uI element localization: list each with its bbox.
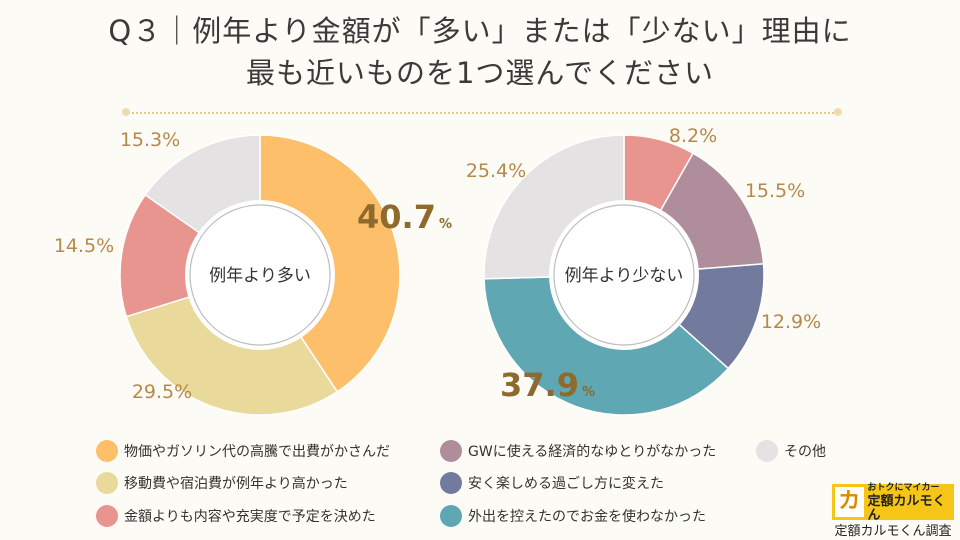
legend-label-travel: 移動費や宿泊費が例年より高かった (124, 476, 348, 492)
legend-swatch-gw (440, 440, 462, 462)
data-label-less-1: 15.5% (745, 180, 805, 202)
data-label-more-3: 15.3% (120, 129, 180, 151)
data-label-more-1: 29.5% (132, 381, 192, 403)
data-label-more-2: 14.5% (54, 235, 114, 257)
legend-swatch-outing (440, 505, 462, 527)
logo-tagline: おトクにマイカー (867, 483, 940, 493)
center-label-less: 例年より少ない (565, 266, 684, 286)
legend-swatch-activity (440, 472, 462, 494)
legend-item-outing: 外出を控えたのでお金を使わなかった (440, 505, 706, 527)
title-divider (128, 112, 838, 114)
legend-label-gas: 物価やガソリン代の高騰で出費がかさんだ (124, 444, 390, 460)
survey-credit: 定額カルモくん調査 (834, 524, 952, 539)
legend-label-gw: GWに使える経済的なゆとりがなかった (468, 444, 717, 460)
center-label-more: 例年より多い (209, 266, 311, 286)
chart-title: Q３｜例年より金額が「多い」または「少ない」理由に 最も近いものを1つ選んでくだ… (0, 10, 960, 94)
donut-hole-more (185, 200, 335, 350)
legend-label-outing: 外出を控えたのでお金を使わなかった (468, 509, 706, 525)
brand-logo: カ おトクにマイカー 定額カルモくん (832, 481, 954, 523)
title-line-2: 最も近いものを1つ選んでください (245, 56, 714, 90)
donut-charts: 40.7 % 29.5% 14.5% 15.3% 例年より多い 8.2% 15.5% 12.9%… (54, 125, 821, 416)
legend-item-gw: GWに使える経済的なゆとりがなかった (440, 440, 716, 462)
data-label-less-0: 8.2% (669, 125, 717, 147)
data-label-more-0: 40.7% (357, 198, 452, 236)
logo-mark: カ (835, 487, 864, 517)
data-label-less-4: 25.4% (466, 160, 526, 182)
title-line-1: Q３｜例年より金額が「多い」または「少ない」理由に (108, 14, 852, 48)
divider-dot-left (122, 108, 130, 116)
legend-label-other: その他 (784, 444, 826, 460)
data-label-less-2: 12.9% (761, 311, 821, 333)
legend-swatch-travel (96, 472, 118, 494)
legend-item-travel: 移動費や宿泊費が例年より高かった (96, 472, 348, 494)
donut-ring-more (189, 204, 331, 346)
donut-ring-less (553, 204, 695, 346)
logo-name: 定額カルモくん (867, 494, 946, 523)
logo-text: おトクにマイカー 定額カルモくん (868, 481, 954, 523)
legend-label-content: 金額よりも内容や充実度で予定を決めた (124, 509, 376, 525)
legend-item-other: その他 (756, 440, 826, 462)
donut-hole-less (549, 200, 699, 350)
slice-more-1 (125, 274, 339, 416)
divider-dot-right (834, 108, 842, 116)
legend-swatch-other (756, 440, 778, 462)
legend-swatch-content (96, 505, 118, 527)
legend-label-activity: 安く楽しめる過ごし方に変えた (468, 476, 664, 492)
legend-item-gas: 物価やガソリン代の高騰で出費がかさんだ (96, 440, 390, 462)
legend-swatch-gas (96, 440, 118, 462)
legend-item-content: 金額よりも内容や充実度で予定を決めた (96, 505, 376, 527)
legend-item-activity: 安く楽しめる過ごし方に変えた (440, 472, 664, 494)
